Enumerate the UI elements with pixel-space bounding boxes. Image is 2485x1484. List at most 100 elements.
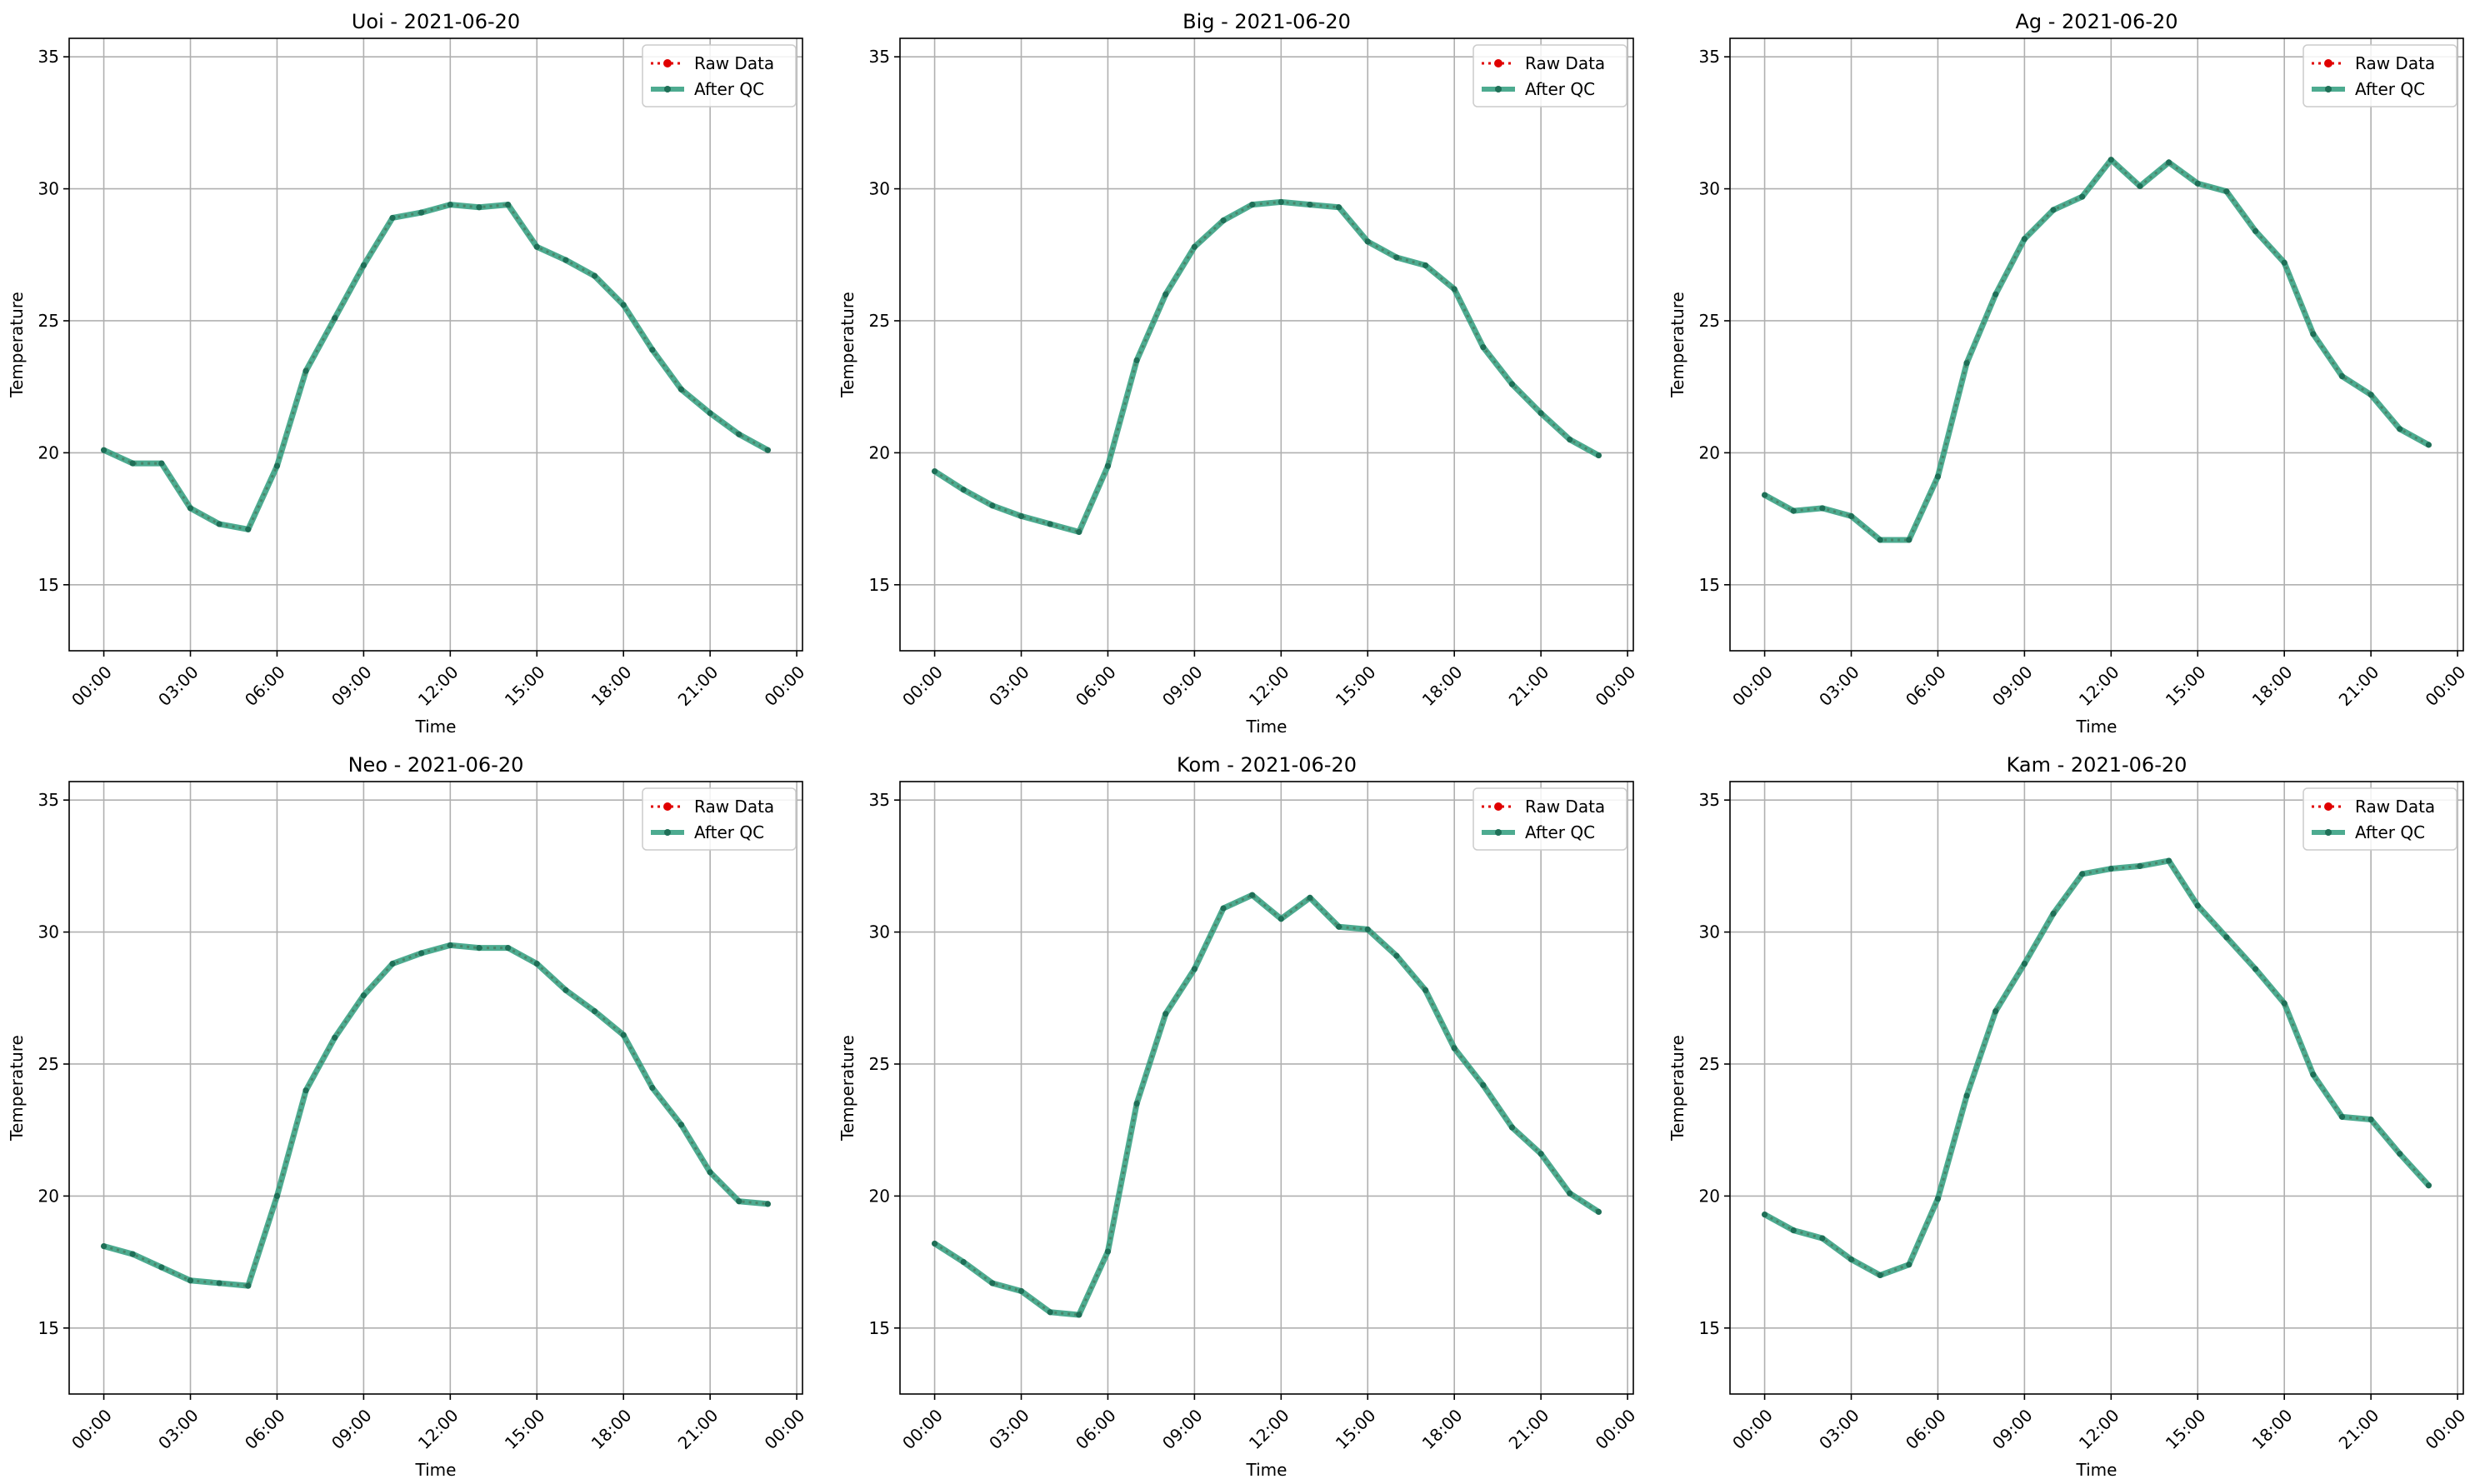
data-point xyxy=(2108,157,2114,163)
legend-marker-after-qc xyxy=(2325,829,2332,836)
data-point xyxy=(1133,1100,1140,1107)
x-tick-label: 00:00 xyxy=(1728,662,1777,710)
data-point xyxy=(273,1192,281,1199)
x-axis-label: Time xyxy=(2076,717,2118,737)
x-tick-label: 15:00 xyxy=(2162,1405,2210,1453)
data-point xyxy=(245,1282,252,1289)
legend-marker-after-qc xyxy=(2325,86,2332,92)
data-point xyxy=(273,462,281,469)
data-point xyxy=(591,272,598,279)
y-tick-label: 25 xyxy=(38,311,59,331)
x-axis-label: Time xyxy=(2076,1460,2118,1480)
x-axis-label: Time xyxy=(415,1460,457,1480)
legend-marker-raw-data xyxy=(2324,59,2332,67)
data-point xyxy=(1992,1008,1999,1015)
x-tick-label: 00:00 xyxy=(1592,662,1640,710)
axes-frame xyxy=(1729,781,2464,1395)
data-point xyxy=(1047,521,1053,527)
data-point xyxy=(1819,505,1826,512)
data-point xyxy=(989,1280,996,1287)
y-tick-label: 30 xyxy=(1699,922,1720,942)
data-point xyxy=(1451,286,1458,292)
subplot-title: Kom - 2021-06-20 xyxy=(1177,753,1357,777)
data-point xyxy=(2368,392,2374,398)
data-point xyxy=(100,447,108,453)
x-tick-label: 12:00 xyxy=(414,662,462,710)
data-point xyxy=(1422,987,1429,993)
legend-marker-raw-data xyxy=(1494,802,1502,811)
y-tick-label: 25 xyxy=(1699,311,1720,331)
data-point xyxy=(1790,507,1797,514)
data-point xyxy=(1963,1092,1970,1099)
data-point xyxy=(931,467,938,475)
series-line-raw-data xyxy=(103,943,768,1287)
data-point xyxy=(1364,238,1371,245)
data-point xyxy=(1076,1312,1082,1318)
x-tick-label: 12:00 xyxy=(1245,662,1293,710)
data-point xyxy=(505,944,512,952)
legend-marker-raw-data xyxy=(2324,802,2332,811)
y-tick-label: 30 xyxy=(869,179,890,199)
data-point xyxy=(1508,381,1516,387)
subplot-title: Big - 2021-06-20 xyxy=(1182,10,1351,33)
data-point xyxy=(100,1242,108,1250)
subplot-2: 00:00 03:00 06:00 09:00 12:00 15:00 18:00 21:00… xyxy=(1668,10,2469,737)
data-point xyxy=(1076,528,1082,536)
data-point xyxy=(620,1032,627,1038)
data-point xyxy=(360,992,367,999)
data-point xyxy=(1992,291,1999,297)
y-tick-label: 20 xyxy=(869,442,890,462)
x-tick-label: 03:00 xyxy=(985,662,1033,710)
data-point xyxy=(591,1008,598,1015)
data-point xyxy=(447,201,453,208)
x-tick-label: 18:00 xyxy=(1418,1405,1467,1453)
legend-marker-raw-data xyxy=(663,802,672,811)
legend-marker-after-qc xyxy=(1495,829,1502,836)
data-point xyxy=(1336,923,1342,930)
data-point xyxy=(2281,259,2288,266)
y-tick-label: 20 xyxy=(38,442,59,462)
data-point xyxy=(2425,1182,2432,1189)
data-point xyxy=(2137,862,2143,869)
subplot-0: 00:00 03:00 06:00 09:00 12:00 15:00 18:00 21:00… xyxy=(7,10,808,737)
data-point xyxy=(1249,892,1256,898)
x-tick-label: 06:00 xyxy=(1902,662,1950,710)
y-tick-label: 35 xyxy=(1699,790,1720,810)
data-point xyxy=(960,487,967,493)
data-point xyxy=(129,460,136,467)
data-point xyxy=(1422,262,1429,269)
data-point xyxy=(1364,926,1371,933)
data-point xyxy=(533,243,540,250)
data-point xyxy=(1451,1045,1458,1052)
y-tick-label: 30 xyxy=(1699,179,1720,199)
legend: Raw Data After QC xyxy=(2302,787,2458,851)
x-tick-label: 21:00 xyxy=(2335,662,2383,710)
y-tick-label: 15 xyxy=(1699,1318,1720,1338)
x-tick-label: 21:00 xyxy=(2335,1405,2383,1453)
data-point xyxy=(1018,1287,1025,1295)
x-tick-label: 03:00 xyxy=(985,1405,1033,1453)
data-point xyxy=(678,1122,685,1128)
legend: Raw Data After QC xyxy=(1472,44,1628,107)
x-tick-label: 15:00 xyxy=(1332,1405,1380,1453)
x-tick-label: 00:00 xyxy=(68,662,116,710)
y-axis-label: Temperature xyxy=(7,292,27,398)
data-point xyxy=(1819,1235,1826,1242)
y-tick-label: 15 xyxy=(869,1318,890,1338)
data-point xyxy=(2397,1151,2403,1157)
legend-label-raw-data: Raw Data xyxy=(1525,53,1605,73)
data-point xyxy=(187,505,194,512)
x-tick-label: 06:00 xyxy=(241,1405,289,1453)
data-point xyxy=(476,944,482,952)
x-tick-label: 00:00 xyxy=(1592,1405,1640,1453)
data-point xyxy=(707,410,713,417)
data-point xyxy=(649,347,656,353)
data-point xyxy=(389,960,396,967)
axes-frame xyxy=(68,37,803,652)
y-tick-label: 30 xyxy=(869,922,890,942)
x-tick-label: 18:00 xyxy=(588,662,636,710)
x-tick-label: 21:00 xyxy=(674,662,722,710)
legend: Raw Data After QC xyxy=(1472,787,1628,851)
data-point xyxy=(2079,193,2086,200)
data-point xyxy=(707,1169,713,1176)
